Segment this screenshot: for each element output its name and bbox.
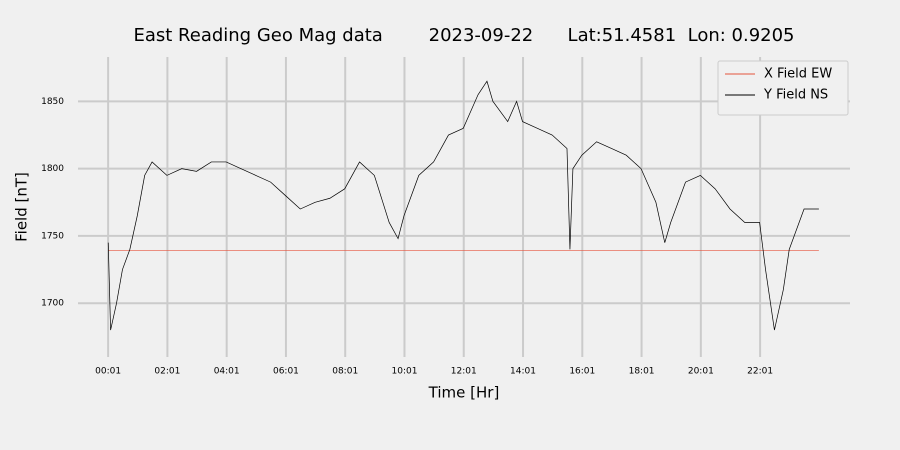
x-tick-label: 02:01 [154, 367, 180, 377]
y-axis-label: Field [nT] [13, 172, 31, 242]
x-tick-label: 20:01 [688, 367, 714, 377]
x-tick-label: 00:01 [95, 367, 121, 377]
x-tick-label: 12:01 [451, 367, 477, 377]
legend-label: Y Field NS [763, 88, 828, 103]
x-tick-label: 08:01 [332, 367, 358, 377]
legend-label: X Field EW [764, 67, 832, 82]
data-line [107, 80, 819, 331]
x-tick-label: 10:01 [392, 367, 418, 377]
x-tick-label: 16:01 [569, 367, 595, 377]
x-axis-label: Time [Hr] [428, 384, 500, 402]
x-tick-label: 18:01 [629, 367, 655, 377]
x-tick-label: 06:01 [273, 367, 299, 377]
x-tick-label: 22:01 [747, 367, 773, 377]
legend-box [717, 60, 849, 116]
x-tick-label: 04:01 [214, 367, 240, 377]
y-tick-label: 1750 [41, 231, 64, 241]
y-tick-label: 1850 [41, 97, 64, 107]
chart-title: East Reading Geo Mag data 2023-09-22 Lat… [133, 25, 794, 46]
y-tick-label: 1700 [41, 299, 64, 309]
y-tick-label: 1800 [41, 164, 64, 174]
legend: X Field EW Y Field NS [717, 60, 849, 116]
x-tick-label: 14:01 [510, 367, 536, 377]
